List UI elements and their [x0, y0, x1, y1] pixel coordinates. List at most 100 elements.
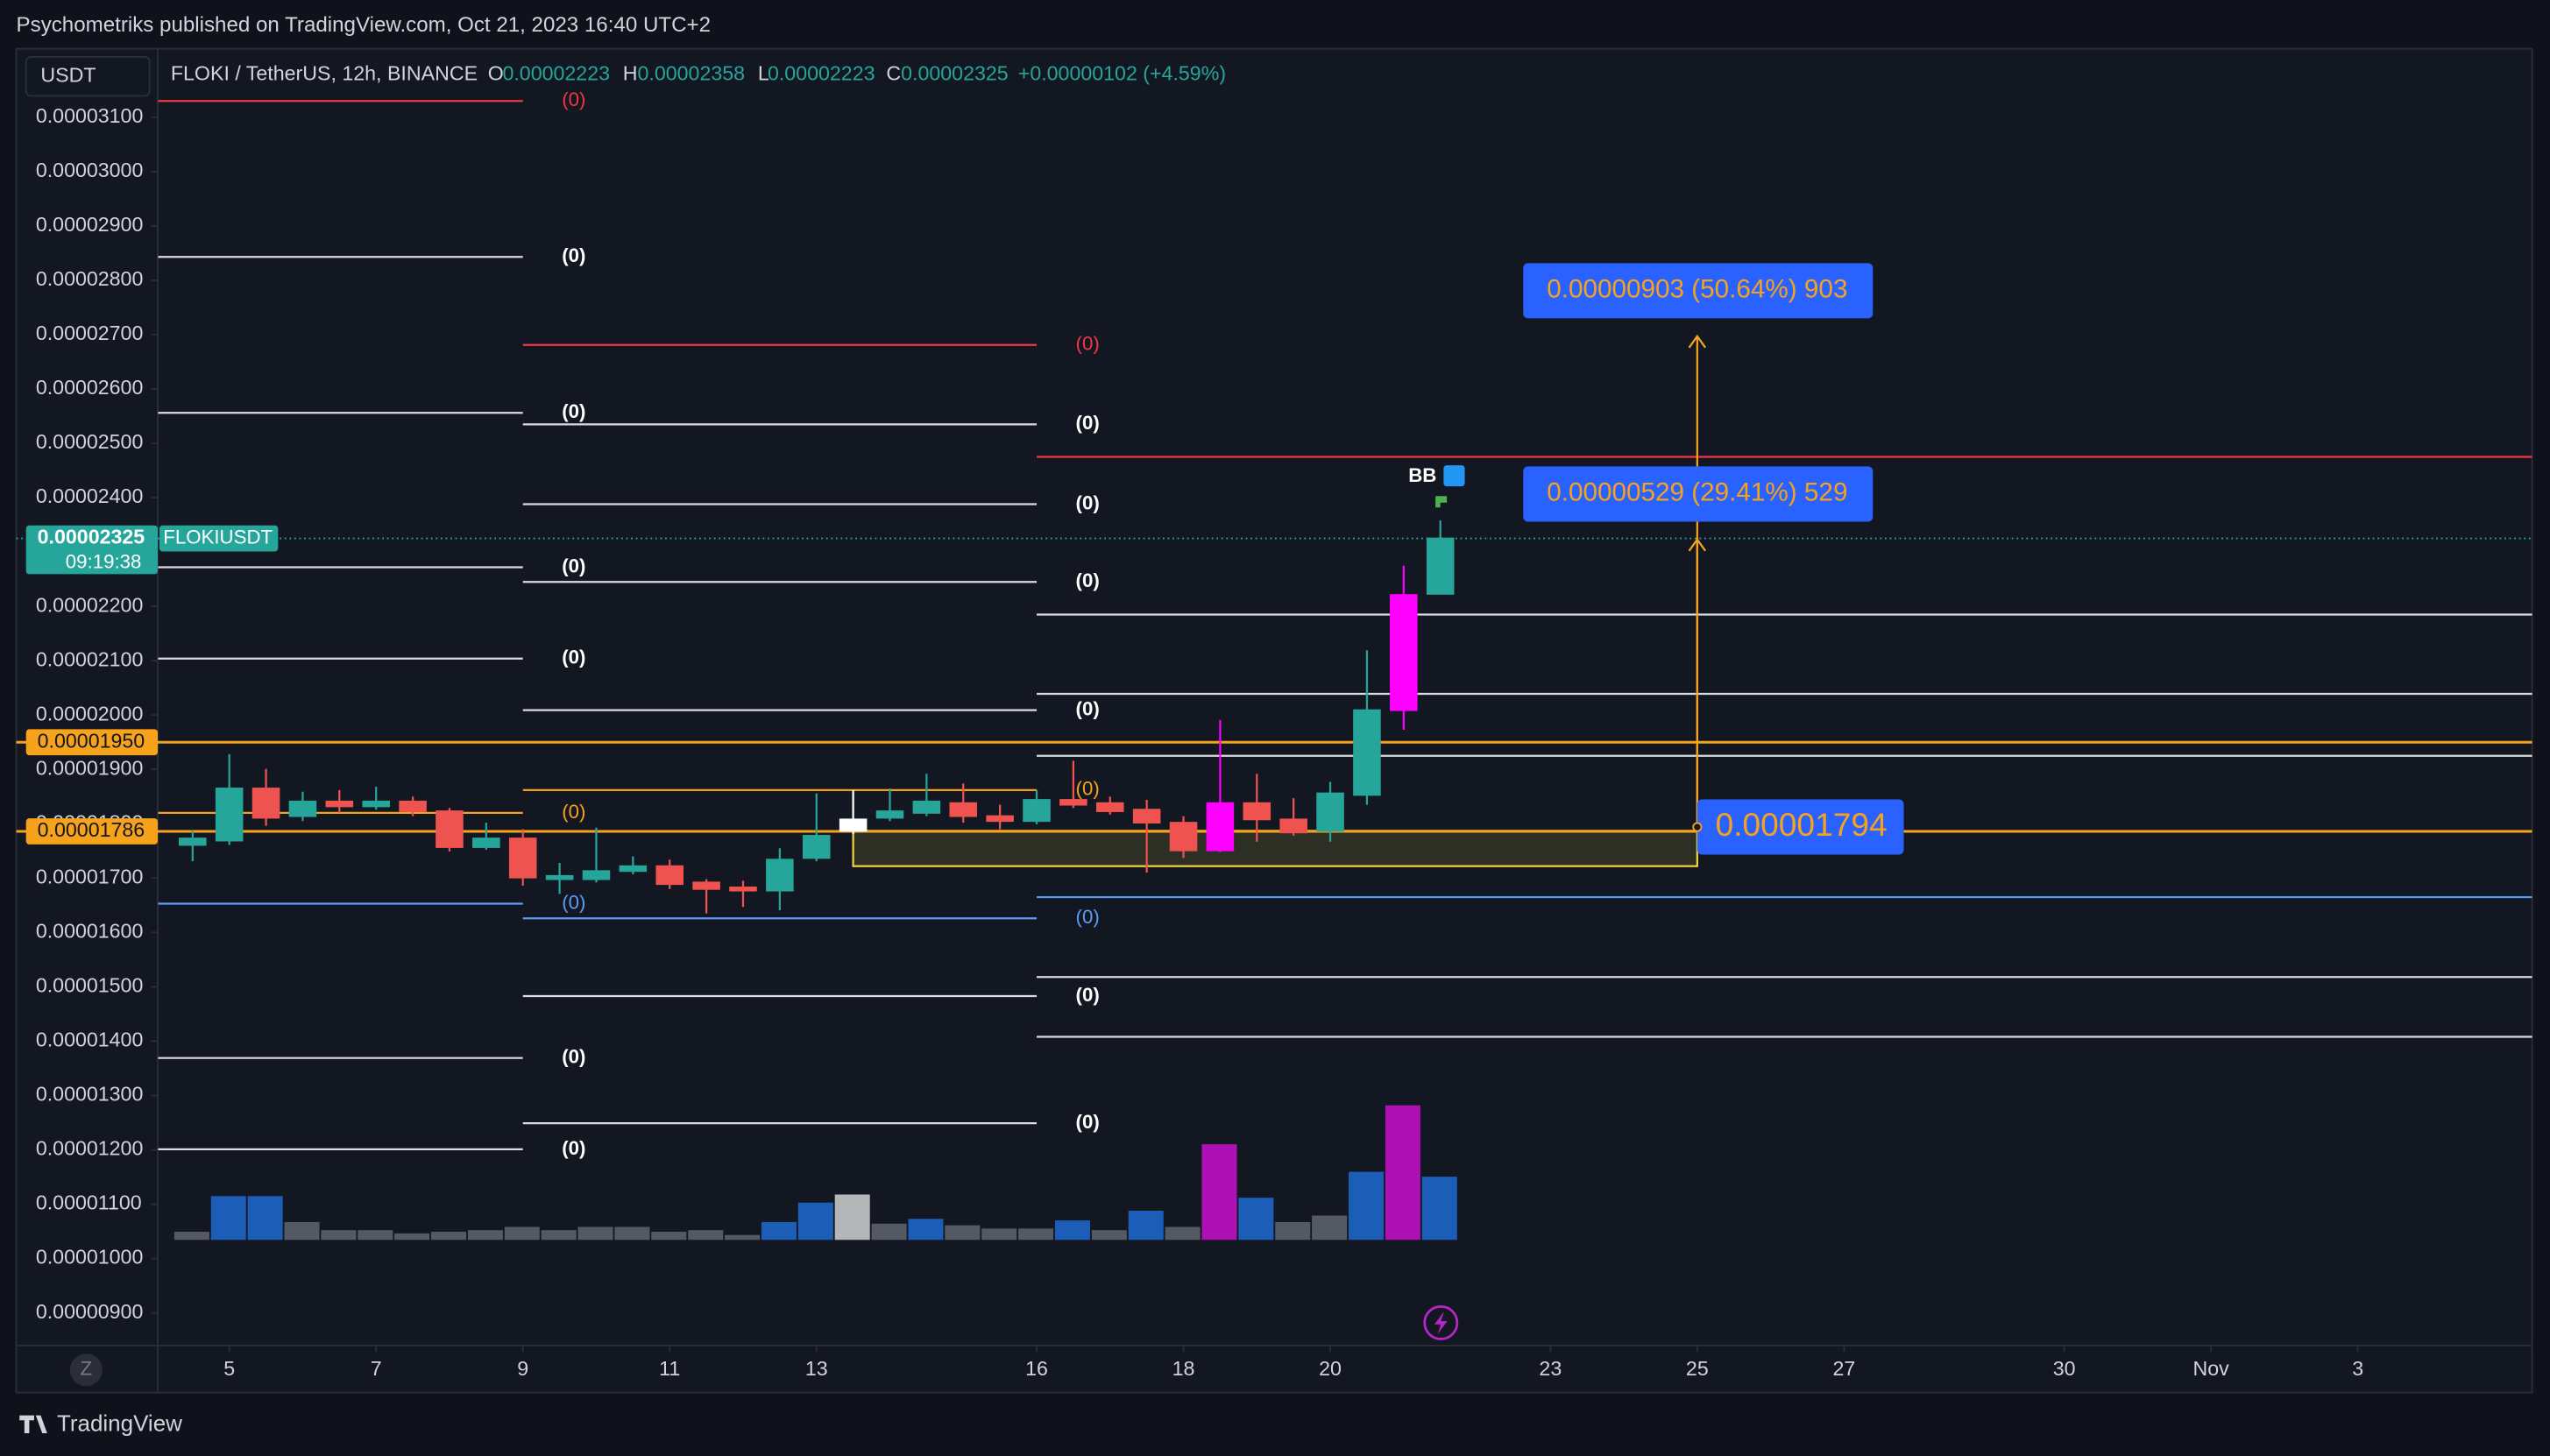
level-label: (0) [1076, 569, 1100, 591]
volume-bar [1091, 1230, 1127, 1240]
candle-body [912, 800, 941, 814]
candle-body [436, 810, 464, 848]
candle-body [1132, 809, 1161, 823]
volume-bar [1275, 1221, 1311, 1240]
chart-frame [15, 47, 2533, 1394]
x-tick-label: 5 [223, 1357, 235, 1380]
zoom-button-label[interactable]: Z [81, 1358, 93, 1380]
currency-button[interactable] [25, 55, 151, 97]
volume-bar [358, 1230, 393, 1240]
volume-bar [394, 1233, 430, 1240]
candle-body [1243, 802, 1271, 821]
level-label: (0) [562, 891, 585, 913]
x-tick-label: 3 [2352, 1357, 2363, 1380]
candle-body [1096, 802, 1124, 812]
volume-bar [651, 1232, 687, 1240]
x-tick-label: 11 [659, 1357, 680, 1380]
ohlc-legend: O0.00002223 H 0.00002358 L0.00002223 C 0.0000… [488, 61, 1009, 84]
volume-bar [908, 1219, 944, 1240]
volume-bar [504, 1226, 540, 1240]
ohlc-value: 0.00002223 [502, 61, 610, 84]
candle-body [1023, 799, 1051, 823]
candle-body [399, 800, 427, 812]
candle-body [582, 870, 611, 880]
ohlc-key: O [488, 61, 504, 84]
y-tick-label: 0.00002200 [36, 593, 144, 616]
volume-bar [577, 1226, 613, 1240]
measure-origin [1692, 822, 1703, 832]
signal-icon [1443, 465, 1465, 487]
level-label: (0) [562, 1137, 585, 1159]
candle-body [251, 788, 280, 819]
y-tick-label: 0.00001500 [36, 974, 144, 997]
price-label-box [25, 525, 159, 575]
y-tick-label: 0.00003100 [36, 104, 144, 127]
y-tick-label: 0.00001900 [36, 756, 144, 779]
candle-body [1316, 792, 1344, 832]
level-label: (0) [562, 244, 585, 266]
price-label-box [25, 818, 159, 845]
volume-bar [614, 1226, 650, 1240]
level-label: (0) [562, 88, 585, 110]
candle-body [1169, 822, 1198, 852]
level-label: (0) [562, 555, 585, 576]
volume-bar [834, 1194, 870, 1240]
candle-body [215, 788, 244, 842]
volume-bar [467, 1230, 503, 1240]
y-tick-label: 0.00001200 [36, 1137, 144, 1160]
volume-bar [284, 1221, 320, 1240]
volume-bar [431, 1232, 467, 1240]
volume-bar [1054, 1220, 1090, 1240]
y-tick-label: 0.00001400 [36, 1028, 144, 1051]
level-label: (0) [562, 400, 585, 422]
x-tick-label: 27 [1832, 1357, 1855, 1380]
price-label: 0.00001786 [38, 818, 145, 841]
ohlc-value: 0.00002358 [638, 61, 746, 84]
volume-bar [1201, 1144, 1237, 1240]
volume-bar [321, 1230, 357, 1240]
signal-marker: BB [1408, 464, 1436, 486]
price-label: 0.00002325 [38, 526, 145, 548]
change: +0.00000102 (+4.59%) [1018, 61, 1226, 84]
volume-bar [174, 1232, 209, 1240]
y-tick-label: 0.00001000 [36, 1246, 144, 1269]
y-tick-label: 0.00002500 [36, 430, 144, 453]
ohlc-key: L [758, 61, 769, 84]
zoom-button[interactable] [69, 1354, 103, 1387]
currency-label[interactable]: USDT [40, 63, 96, 86]
level-label: (0) [562, 1046, 585, 1068]
volume-bar [1421, 1177, 1457, 1240]
published-line: Psychometriks published on TradingView.c… [17, 13, 711, 37]
countdown: 09:19:38 [66, 550, 142, 572]
candle-body [472, 838, 500, 848]
volume-bar [871, 1223, 907, 1240]
volume-bar [210, 1196, 246, 1240]
volume-bar [981, 1228, 1017, 1240]
arrow-head [1688, 334, 1707, 349]
y-tick-label: 0.00002600 [36, 376, 144, 399]
candle-body [508, 838, 537, 879]
signal-flag [1435, 496, 1448, 508]
ohlc-value: 0.00002325 [901, 61, 1009, 84]
volume-bar [761, 1221, 797, 1240]
lightning-icon[interactable] [1423, 1304, 1459, 1340]
volume-bar [541, 1230, 577, 1240]
brand: TradingView [57, 1410, 182, 1437]
volume-bar [1348, 1171, 1385, 1240]
arrow-head [1688, 537, 1707, 552]
measure-origin-label: 0.00001794 [1716, 806, 1888, 843]
level-label: (0) [1076, 491, 1100, 513]
ohlc-value: 0.00002223 [768, 61, 875, 84]
level-label: (0) [562, 647, 585, 668]
candle-body [766, 859, 794, 892]
x-tick-label: Nov [2193, 1357, 2230, 1380]
y-tick-label: 0.00001300 [36, 1083, 144, 1106]
level-label: (0) [1076, 1111, 1100, 1133]
x-tick-label: 9 [517, 1357, 528, 1380]
measure-label: 0.00000529 (29.41%) 529 [1547, 478, 1847, 507]
y-tick-label: 0.00001600 [36, 920, 144, 943]
x-tick-label: 18 [1172, 1357, 1195, 1380]
y-tick-label: 0.00002400 [36, 484, 144, 507]
candle-body [875, 810, 904, 819]
